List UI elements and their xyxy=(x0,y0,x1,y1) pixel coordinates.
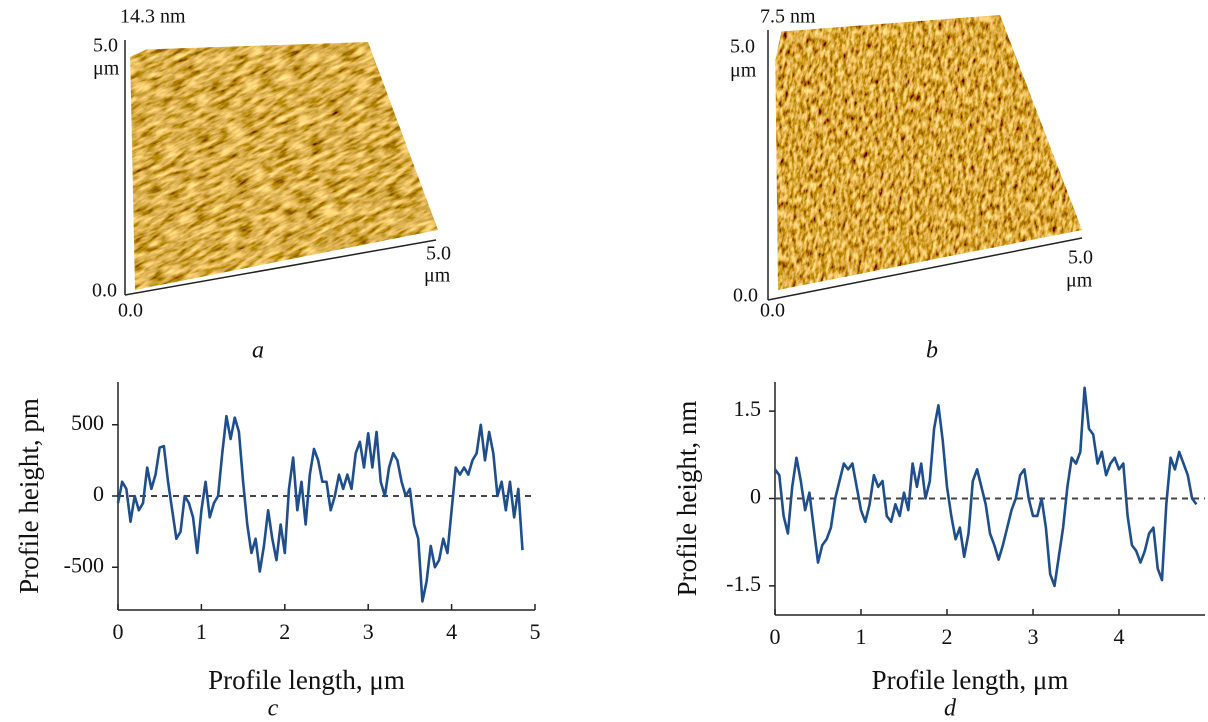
axis-label: 5.0 xyxy=(426,243,451,265)
axis-label: 5.0 xyxy=(93,35,118,57)
y-axis-label: Profile height, nm xyxy=(672,401,702,597)
afm-panel-b: 7.5 nm 5.0 μm 0.0 0.0 5.0 μm b xyxy=(730,6,1093,364)
axis-label: μm xyxy=(93,58,120,80)
x-tick-label: 2 xyxy=(279,619,290,644)
y-tick-label: -1.5 xyxy=(726,571,761,596)
axis-label: 0.0 xyxy=(760,300,785,322)
x-tick-label: 5 xyxy=(530,619,541,644)
x-tick-label: 1 xyxy=(196,619,207,644)
x-axis-label: Profile length, μm xyxy=(872,665,1069,695)
caption: b xyxy=(926,338,938,364)
axis-label: 5.0 xyxy=(730,36,755,58)
y-tick-label: 0 xyxy=(750,484,761,509)
caption: c xyxy=(268,696,279,722)
caption: d xyxy=(944,696,957,722)
x-tick-label: 0 xyxy=(770,624,781,649)
axis-label: 5.0 xyxy=(1068,247,1093,269)
caption: a xyxy=(252,338,264,364)
profile-line xyxy=(773,386,1198,588)
axis-label: 0.0 xyxy=(118,300,143,322)
x-tick-label: 2 xyxy=(942,624,953,649)
y-axis-label: Profile height, pm xyxy=(14,398,44,594)
x-axis-label: Profile length, μm xyxy=(208,665,405,695)
axis-label: μm xyxy=(1066,270,1093,292)
x-tick-label: 0 xyxy=(113,619,124,644)
axis-label: 0.0 xyxy=(733,285,758,307)
afm-panel-a: 14.3 nm 5.0 μm 0.0 0.0 5.0 μm a xyxy=(92,6,451,364)
x-tick-label: 4 xyxy=(1114,624,1125,649)
x-tick-label: 4 xyxy=(446,619,457,644)
y-tick-label: -500 xyxy=(64,552,104,577)
y-tick-label: 1.5 xyxy=(734,396,762,421)
height-label: 14.3 nm xyxy=(120,6,186,28)
y-tick-label: 0 xyxy=(93,481,104,506)
axis-label: μm xyxy=(730,60,757,82)
x-tick-label: 3 xyxy=(363,619,374,644)
x-tick-label: 1 xyxy=(856,624,867,649)
x-tick-label: 3 xyxy=(1028,624,1039,649)
axis-label: 0.0 xyxy=(92,280,117,302)
axis-line xyxy=(767,237,1083,301)
y-tick-label: 500 xyxy=(71,410,104,435)
axis-line xyxy=(124,239,437,296)
height-label: 7.5 nm xyxy=(760,6,816,28)
axis-label: μm xyxy=(424,265,451,287)
profile-line xyxy=(116,414,524,603)
